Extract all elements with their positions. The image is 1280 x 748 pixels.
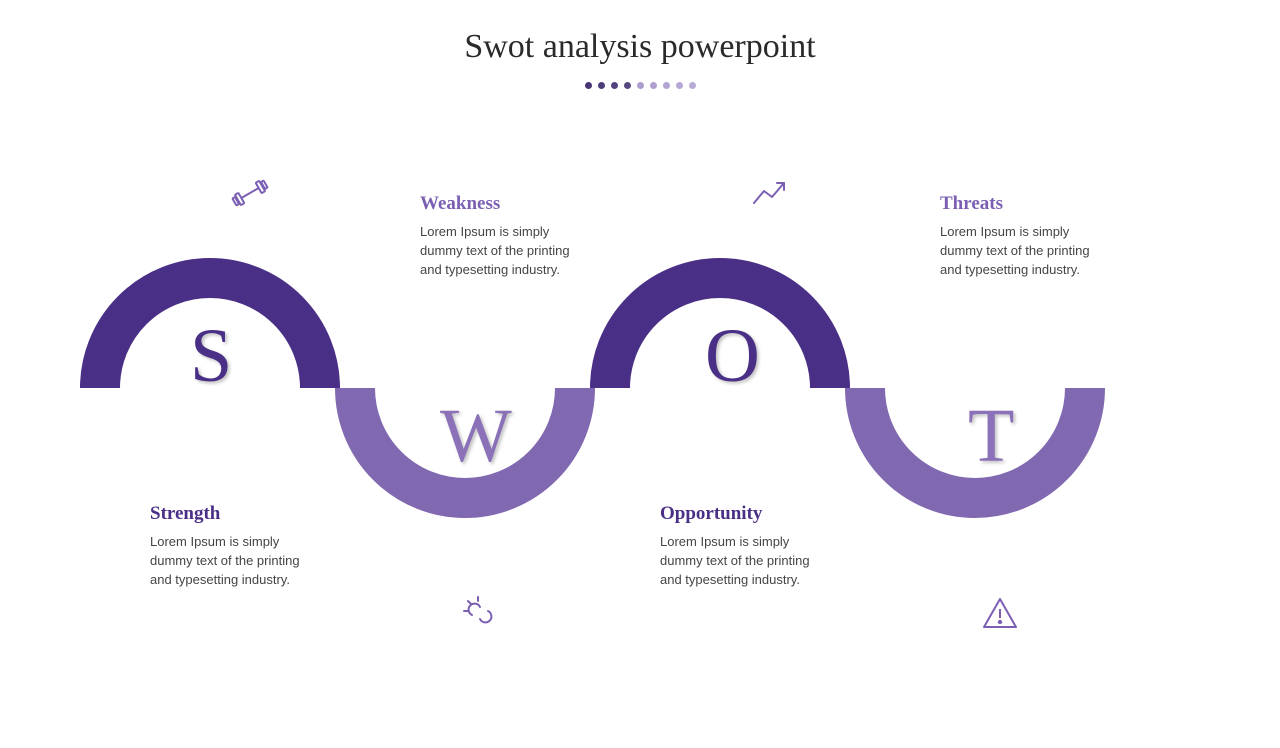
opportunity-heading: Opportunity xyxy=(660,503,830,525)
page-title: Swot analysis powerpoint xyxy=(0,28,1280,66)
section-weakness: Weakness Lorem Ipsum is simply dummy tex… xyxy=(420,193,590,280)
section-threats: Threats Lorem Ipsum is simply dummy text… xyxy=(940,193,1110,280)
strength-body: Lorem Ipsum is simply dummy text of the … xyxy=(150,533,320,590)
section-opportunity: Opportunity Lorem Ipsum is simply dummy … xyxy=(660,503,830,590)
letter-w: W xyxy=(440,393,512,480)
dumbbell-icon xyxy=(230,173,270,213)
broken-link-icon xyxy=(460,593,500,633)
threats-body: Lorem Ipsum is simply dummy text of the … xyxy=(940,223,1110,280)
trend-up-icon xyxy=(750,173,790,213)
warning-icon xyxy=(980,593,1020,633)
wave-path xyxy=(0,223,1280,663)
section-strength: Strength Lorem Ipsum is simply dummy tex… xyxy=(150,503,320,590)
threats-heading: Threats xyxy=(940,193,1110,215)
strength-heading: Strength xyxy=(150,503,320,525)
swot-wave-stage: S W O T Strength Lorem Ipsum is simply d… xyxy=(0,223,1280,663)
letter-t: T xyxy=(968,393,1014,480)
opportunity-body: Lorem Ipsum is simply dummy text of the … xyxy=(660,533,830,590)
title-dots xyxy=(0,76,1280,94)
weakness-body: Lorem Ipsum is simply dummy text of the … xyxy=(420,223,590,280)
weakness-heading: Weakness xyxy=(420,193,590,215)
letter-s: S xyxy=(190,313,232,400)
letter-o: O xyxy=(705,313,760,400)
